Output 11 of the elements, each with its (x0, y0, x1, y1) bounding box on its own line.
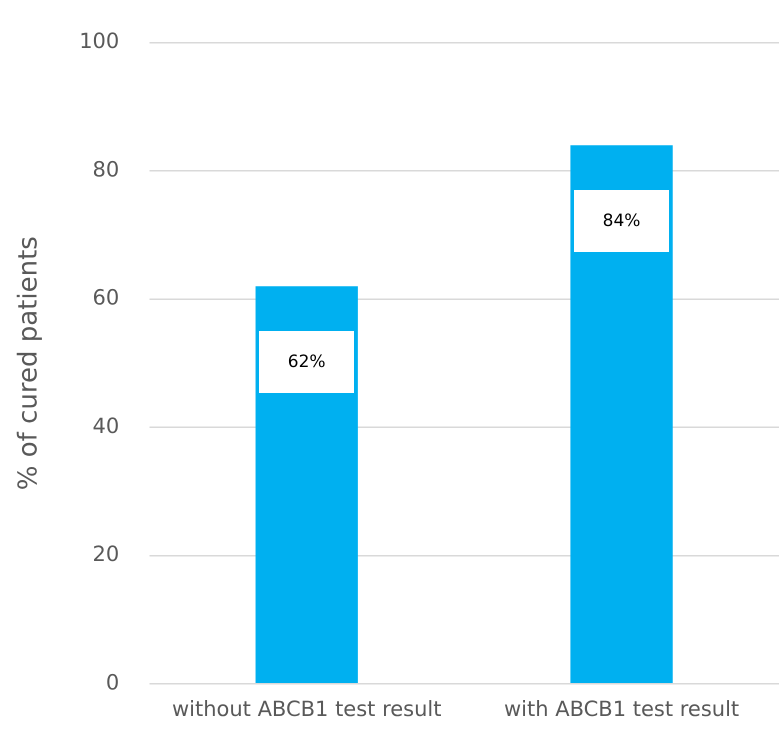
y-tick-label: 20 (92, 542, 120, 566)
y-tick-label: 40 (92, 414, 120, 438)
y-tick-label: 60 (92, 286, 120, 310)
data-label: 62% (288, 352, 326, 372)
y-tick-label: 100 (79, 29, 120, 54)
x-tick-label: with ABCB1 test result (504, 696, 740, 721)
y-axis-title: % of cured patients (13, 236, 44, 490)
x-tick-label: without ABCB1 test result (172, 696, 442, 721)
data-label: 84% (602, 211, 640, 232)
y-tick-label: 0 (106, 670, 120, 694)
y-tick-label: 80 (92, 157, 120, 182)
